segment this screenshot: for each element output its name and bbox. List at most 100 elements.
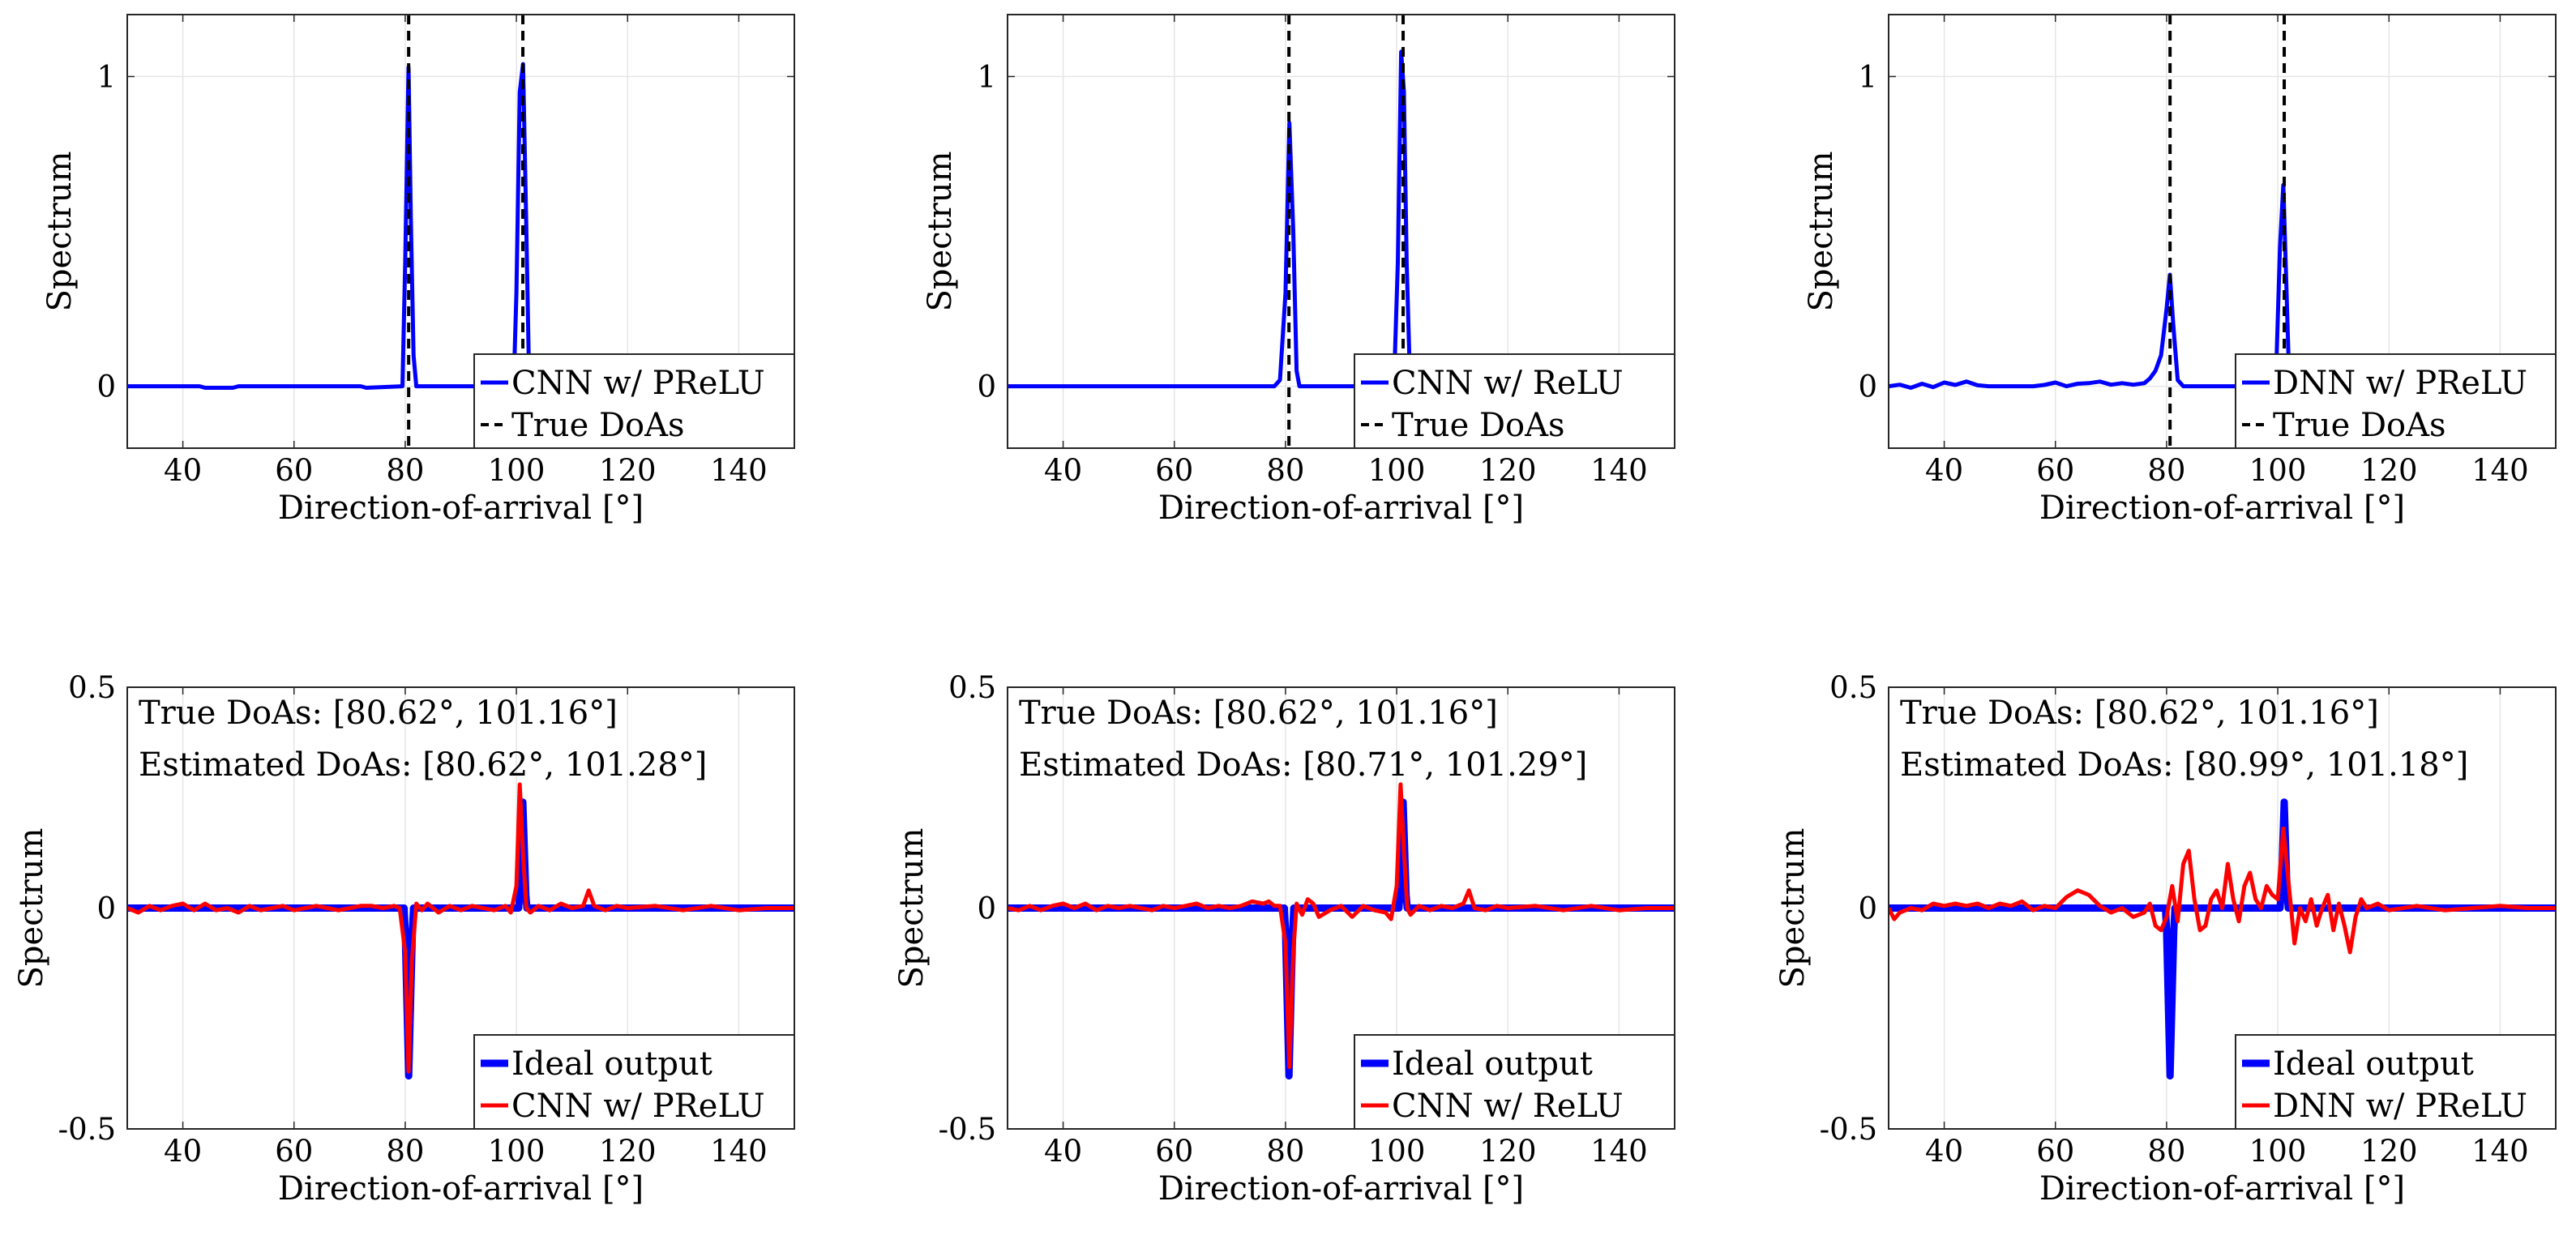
x-tick-label: 120 xyxy=(2360,453,2418,488)
x-tick-label: 140 xyxy=(1590,1134,1648,1169)
axes-box xyxy=(1007,14,1675,449)
axes-box xyxy=(1888,14,2557,449)
y-tick-label: 1 xyxy=(96,59,116,94)
y-tick-label: 0.5 xyxy=(68,670,116,705)
legend-label: DNN w/ PReLU xyxy=(2273,365,2527,402)
legend-label: CNN w/ PReLU xyxy=(511,365,765,402)
x-axis-label: Direction-of-arrival [°] xyxy=(278,1170,644,1208)
x-tick-label: 100 xyxy=(2249,1134,2307,1169)
chart-panel-2: 40 60 80 100 120 140 0 1 Direction-of-arrival [°… xyxy=(922,14,1675,527)
y-tick-label: -0.5 xyxy=(939,1112,996,1147)
y-axis-label: Spectrum xyxy=(13,828,50,989)
y-tick-label: 0 xyxy=(1858,370,1877,404)
annotation-text: True DoAs: [80.62°, 101.16°] xyxy=(1900,695,2379,732)
y-axis-label: Spectrum xyxy=(1803,152,1840,312)
x-tick-label: 100 xyxy=(488,1134,546,1169)
legend-label: True DoAs xyxy=(1392,407,1565,444)
legend-box xyxy=(473,1034,795,1130)
x-axis-label: Direction-of-arrival [°] xyxy=(1158,1170,1524,1208)
legend-box xyxy=(1354,1034,1675,1130)
axes-box xyxy=(1888,686,2557,1130)
chart-panel-1: 40 60 80 100 120 140 0 1 Direction-of-arrival [°… xyxy=(41,14,795,527)
axes-box xyxy=(126,14,795,449)
x-tick-label: 80 xyxy=(1266,1134,1304,1169)
legend-box xyxy=(2235,1034,2557,1130)
x-tick-label: 60 xyxy=(275,1134,313,1169)
y-tick-label: -0.5 xyxy=(58,1112,116,1147)
chart-panel-6: 40 60 80 100 120 140 -0.5 0 0.5 Direction-of-arri… xyxy=(1774,670,2557,1208)
legend-label: True DoAs xyxy=(2273,407,2446,444)
legend-label: Ideal output xyxy=(2273,1045,2474,1083)
x-tick-label: 120 xyxy=(599,1134,657,1169)
legend-label: CNN w/ PReLU xyxy=(511,1088,765,1125)
x-tick-label: 40 xyxy=(164,453,202,488)
x-tick-label: 80 xyxy=(386,453,424,488)
legend-label: True DoAs xyxy=(511,407,685,444)
series-line-ideal-output xyxy=(1889,798,2556,1080)
chart-panel-5: 40 60 80 100 120 140 -0.5 0 0.5 Direction-of-arri… xyxy=(893,670,1675,1208)
y-tick-label: 1 xyxy=(1858,59,1877,94)
legend-box xyxy=(473,353,795,449)
series-line-dnn-w-prelu xyxy=(1889,826,2556,955)
x-tick-label: 60 xyxy=(1155,1134,1193,1169)
x-tick-label: 80 xyxy=(2147,453,2185,488)
annotation-text: Estimated DoAs: [80.62°, 101.28°] xyxy=(139,746,707,784)
axes-box xyxy=(1007,686,1675,1130)
y-tick-label: 0.5 xyxy=(1829,670,1877,705)
x-tick-label: 100 xyxy=(2249,453,2307,488)
series-group xyxy=(1889,798,2556,1080)
x-tick-label: 100 xyxy=(1368,1134,1426,1169)
x-axis-label: Direction-of-arrival [°] xyxy=(2039,489,2405,527)
x-tick-label: 80 xyxy=(1266,453,1304,488)
series-line-cnn-w-relu xyxy=(1008,49,1675,389)
x-axis-label: Direction-of-arrival [°] xyxy=(278,489,644,527)
legend-label: Ideal output xyxy=(511,1045,712,1083)
x-tick-label: 100 xyxy=(1368,453,1426,488)
chart-panel-3: 40 60 80 100 120 140 0 1 Direction-of-arrival [°… xyxy=(1803,14,2557,527)
x-tick-label: 40 xyxy=(1044,1134,1082,1169)
annotation-text: True DoAs: [80.62°, 101.16°] xyxy=(1019,695,1498,732)
legend-box xyxy=(1354,353,1675,449)
y-tick-label: 0 xyxy=(1858,891,1877,926)
x-tick-label: 120 xyxy=(1479,453,1537,488)
x-tick-label: 60 xyxy=(2036,453,2074,488)
legend-label: CNN w/ ReLU xyxy=(1392,1088,1624,1125)
legend-label: DNN w/ PReLU xyxy=(2273,1088,2527,1125)
x-tick-label: 140 xyxy=(710,1134,768,1169)
x-axis-label: Direction-of-arrival [°] xyxy=(1158,489,1524,527)
annotation-text: True DoAs: [80.62°, 101.16°] xyxy=(139,695,618,732)
x-tick-label: 40 xyxy=(1044,453,1082,488)
series-group xyxy=(127,782,794,1080)
y-axis-label: Spectrum xyxy=(922,152,959,312)
y-tick-label: 1 xyxy=(977,59,996,94)
x-axis-label: Direction-of-arrival [°] xyxy=(2039,1170,2405,1208)
series-line-cnn-w-prelu xyxy=(127,62,794,390)
y-axis-label: Spectrum xyxy=(41,152,79,312)
x-tick-label: 140 xyxy=(2471,1134,2529,1169)
x-tick-label: 120 xyxy=(599,453,657,488)
x-tick-label: 120 xyxy=(1479,1134,1537,1169)
x-tick-label: 120 xyxy=(2360,1134,2418,1169)
annotation-text: Estimated DoAs: [80.71°, 101.29°] xyxy=(1019,746,1587,784)
x-tick-label: 40 xyxy=(1925,453,1963,488)
y-tick-label: 0.5 xyxy=(948,670,996,705)
legend-label: Ideal output xyxy=(1392,1045,1593,1083)
y-tick-label: 0 xyxy=(977,891,996,926)
x-tick-label: 140 xyxy=(710,453,768,488)
x-tick-label: 60 xyxy=(2036,1134,2074,1169)
axes-box xyxy=(126,686,795,1130)
x-tick-label: 60 xyxy=(275,453,313,488)
x-tick-label: 60 xyxy=(1155,453,1193,488)
x-tick-label: 40 xyxy=(1925,1134,1963,1169)
y-axis-label: Spectrum xyxy=(893,828,931,989)
x-tick-label: 40 xyxy=(164,1134,202,1169)
y-tick-label: 0 xyxy=(96,891,116,926)
series-line-cnn-w-prelu xyxy=(127,782,794,1074)
x-tick-label: 80 xyxy=(2147,1134,2185,1169)
x-tick-label: 100 xyxy=(488,453,546,488)
annotation-text: Estimated DoAs: [80.99°, 101.18°] xyxy=(1900,746,2468,784)
chart-panel-4: 40 60 80 100 120 140 -0.5 0 0.5 Direction-of-arri… xyxy=(13,670,795,1208)
y-axis-label: Spectrum xyxy=(1774,828,1812,989)
x-tick-label: 80 xyxy=(386,1134,424,1169)
